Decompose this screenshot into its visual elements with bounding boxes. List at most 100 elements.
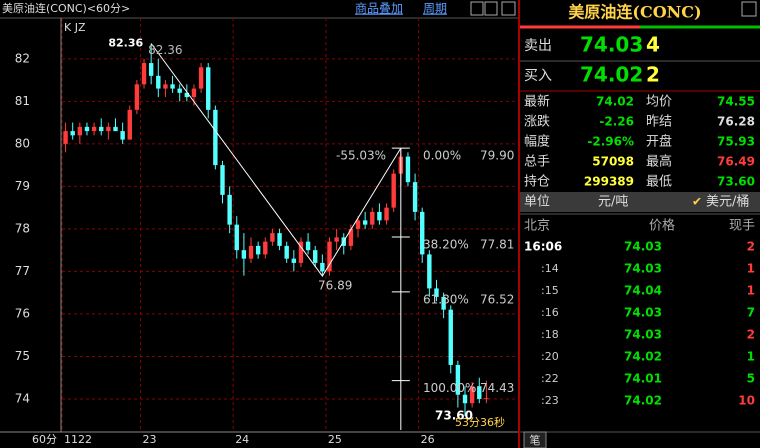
candle-body bbox=[362, 220, 368, 225]
stat-value: -2.96% bbox=[587, 135, 634, 149]
ask-size: 4 bbox=[646, 33, 660, 57]
trade-price: 74.02 bbox=[624, 350, 662, 364]
overlay-link[interactable]: 商品叠加 bbox=[355, 1, 403, 16]
candle-body bbox=[70, 131, 75, 136]
candle-body bbox=[291, 258, 297, 263]
trade-price: 74.04 bbox=[624, 284, 662, 298]
candle-body bbox=[462, 394, 468, 404]
stat-value: 57098 bbox=[592, 155, 634, 169]
trades-tab[interactable] bbox=[523, 431, 547, 448]
candle-body bbox=[234, 224, 239, 251]
y-tick-label: 82 bbox=[15, 51, 30, 65]
candle-body bbox=[455, 364, 461, 395]
candle-body bbox=[113, 126, 118, 132]
ask-label: 卖出 bbox=[524, 38, 552, 54]
candle-body bbox=[134, 84, 140, 110]
fib-price: 79.90 bbox=[480, 149, 514, 163]
candle-body bbox=[84, 126, 90, 132]
candle-body bbox=[148, 63, 154, 76]
candle-body bbox=[156, 75, 161, 89]
fib-pct: 100.00% bbox=[423, 381, 476, 395]
indicator-label: K JZ bbox=[64, 21, 86, 34]
trade-time: :14 bbox=[541, 262, 559, 275]
stat-value: 74.02 bbox=[596, 95, 634, 109]
unit-cny[interactable]: 元/吨 bbox=[598, 195, 628, 210]
trade-volume: 10 bbox=[738, 394, 755, 408]
stat-value: 73.60 bbox=[717, 175, 755, 189]
stat-label: 昨结 bbox=[646, 115, 672, 130]
quote-title: 美原油连(CONC) bbox=[568, 3, 701, 22]
candle-body bbox=[163, 84, 168, 89]
x-tick-label: 25 bbox=[328, 433, 342, 446]
candle-body bbox=[213, 109, 218, 166]
stat-value: 76.49 bbox=[717, 155, 755, 169]
candle-body bbox=[441, 296, 446, 310]
trade-time: :16 bbox=[541, 306, 559, 319]
trades-header: 价格 bbox=[649, 218, 675, 234]
trade-price: 74.03 bbox=[624, 262, 662, 276]
window-title: 美原油连(CONC)<60分> bbox=[2, 1, 130, 15]
trades-tab-label[interactable]: 笔 bbox=[530, 433, 541, 447]
trades-header: 北京 bbox=[524, 219, 550, 234]
candle-body bbox=[177, 88, 182, 93]
candle-body bbox=[255, 245, 261, 255]
candle-body bbox=[348, 228, 354, 246]
period-link[interactable]: 周期 bbox=[423, 2, 447, 16]
trade-time: :22 bbox=[541, 372, 559, 385]
y-tick-label: 76 bbox=[15, 306, 30, 320]
panel-button[interactable] bbox=[741, 1, 757, 17]
candle-body bbox=[241, 250, 247, 259]
fib-price: 76.52 bbox=[480, 292, 514, 306]
candle-body bbox=[320, 262, 325, 272]
next-button[interactable] bbox=[484, 1, 498, 16]
candle-body bbox=[370, 211, 375, 225]
y-tick-label: 81 bbox=[15, 94, 30, 108]
y-tick-label: 75 bbox=[15, 349, 30, 363]
candle-body bbox=[184, 92, 190, 98]
stat-value: 299389 bbox=[584, 175, 634, 189]
high-mark: 82.36 bbox=[148, 43, 182, 57]
unit-usd[interactable]: 美元/桶 bbox=[706, 195, 749, 210]
y-tick-label: 74 bbox=[15, 391, 30, 405]
fib-price: 74.43 bbox=[480, 381, 514, 395]
candle-body bbox=[227, 194, 232, 225]
candle-body bbox=[420, 211, 425, 255]
candle-body bbox=[91, 126, 97, 132]
stat-label: 幅度 bbox=[524, 134, 550, 150]
y-tick-label: 78 bbox=[15, 221, 30, 235]
unit-check: ✔ bbox=[692, 195, 702, 209]
trade-price: 74.03 bbox=[624, 240, 662, 254]
trade-volume: 5 bbox=[747, 372, 755, 386]
candle-body bbox=[120, 131, 125, 140]
high-mark: 82.36 bbox=[108, 37, 143, 50]
candle-body bbox=[170, 84, 175, 89]
candle-body bbox=[270, 233, 275, 242]
stat-label: 最低 bbox=[646, 175, 672, 190]
bid-size: 2 bbox=[646, 63, 660, 87]
candle-body bbox=[220, 165, 225, 195]
fib-pct: 61.80% bbox=[423, 292, 469, 306]
close-button[interactable] bbox=[501, 1, 516, 16]
trade-time: :23 bbox=[541, 394, 559, 407]
candle-body bbox=[127, 109, 132, 140]
candle-body bbox=[263, 241, 268, 255]
trade-time: :20 bbox=[541, 350, 559, 363]
trade-price: 74.03 bbox=[624, 306, 662, 320]
candle-body bbox=[298, 241, 304, 263]
stat-label: 最高 bbox=[646, 154, 672, 170]
trade-volume: 1 bbox=[747, 262, 755, 276]
stat-value: 74.55 bbox=[717, 95, 755, 109]
candle-body bbox=[63, 131, 68, 144]
stat-value: 76.28 bbox=[717, 115, 755, 129]
low-mark: 76.89 bbox=[318, 279, 352, 293]
trade-price: 74.02 bbox=[624, 394, 662, 408]
trade-volume: 2 bbox=[747, 328, 755, 342]
candle-body bbox=[434, 288, 439, 297]
candle-body bbox=[305, 241, 311, 251]
x-tick-label: 26 bbox=[421, 433, 435, 446]
candle-body bbox=[484, 398, 489, 400]
y-tick-label: 77 bbox=[15, 264, 30, 278]
prev-button[interactable] bbox=[470, 1, 484, 16]
